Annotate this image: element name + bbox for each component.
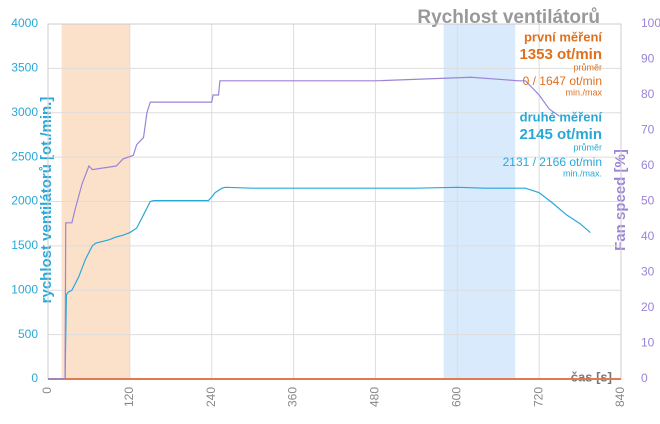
x-tick-label: 720 — [531, 387, 545, 407]
y-axis-label: rychlost ventilátorů [ot./min.] — [38, 97, 55, 304]
series-line — [48, 76, 560, 380]
y2-tick-label: 100 — [641, 16, 660, 30]
plot-layer: 0500100015002000250030003500400001020304… — [11, 16, 660, 407]
x-tick-label: 120 — [122, 387, 136, 407]
y2-tick-label: 40 — [641, 229, 655, 243]
y2-tick-label: 0 — [641, 371, 648, 385]
chart-title: Rychlost ventilátorů — [417, 7, 600, 28]
y-tick-label: 3500 — [11, 61, 38, 75]
y-tick-label: 4000 — [11, 16, 38, 30]
y-tick-label: 2000 — [11, 194, 38, 208]
x-tick-label: 480 — [368, 387, 382, 407]
annotation: průměr — [573, 142, 602, 152]
annotation: min./max — [565, 87, 602, 97]
x-tick-label: 240 — [204, 387, 218, 407]
y2-tick-label: 30 — [641, 265, 655, 279]
annotation: 2145 ot/min — [519, 126, 602, 143]
x-tick-label: 600 — [449, 387, 463, 407]
y-tick-label: 500 — [18, 327, 38, 341]
y2-tick-label: 60 — [641, 158, 655, 172]
annotation: 2131 / 2166 ot/min — [503, 155, 602, 169]
y-tick-label: 2500 — [11, 149, 38, 163]
y2-tick-label: 50 — [641, 194, 655, 208]
annotation: 0 / 1647 ot/min — [523, 74, 602, 88]
x-axis-label: čas [s] — [571, 369, 612, 384]
series-line — [48, 186, 591, 380]
y2-tick-label: 10 — [641, 336, 655, 350]
x-tick-label: 840 — [613, 387, 627, 407]
annotation: 1353 ot/min — [519, 46, 602, 63]
annotation: průměr — [573, 62, 602, 72]
y2-tick-label: 90 — [641, 52, 655, 66]
y-tick-label: 0 — [31, 371, 38, 385]
y-tick-label: 3000 — [11, 105, 38, 119]
y-tick-label: 1500 — [11, 238, 38, 252]
x-tick-label: 360 — [286, 387, 300, 407]
y2-tick-label: 70 — [641, 123, 655, 137]
annotation: první měření — [524, 29, 602, 44]
y2-tick-label: 20 — [641, 300, 655, 314]
y2-axis-label: Fan speed [%] — [612, 149, 629, 251]
y-tick-label: 1000 — [11, 282, 38, 296]
y2-tick-label: 80 — [641, 87, 655, 101]
annotation: min./max. — [563, 168, 602, 178]
x-tick-label: 0 — [40, 387, 54, 394]
annotation: druhé měření — [520, 109, 603, 124]
